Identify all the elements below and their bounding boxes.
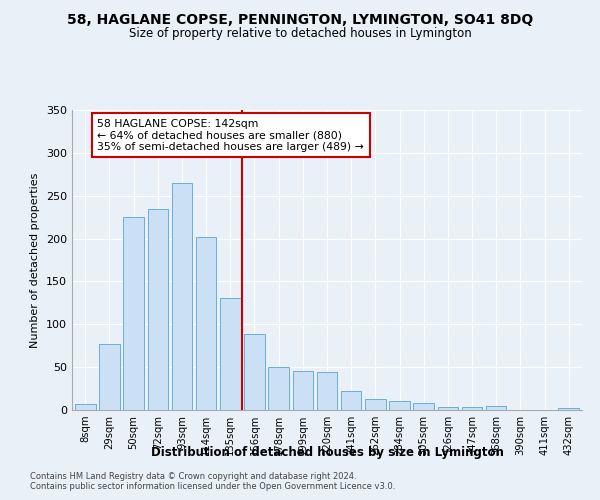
Text: Distribution of detached houses by size in Lymington: Distribution of detached houses by size …	[151, 446, 503, 459]
Text: 58 HAGLANE COPSE: 142sqm
← 64% of detached houses are smaller (880)
35% of semi-: 58 HAGLANE COPSE: 142sqm ← 64% of detach…	[97, 118, 364, 152]
Bar	[196, 237, 217, 410]
Bar	[172, 183, 192, 410]
Bar	[75, 404, 95, 410]
Bar	[437, 406, 458, 410]
Text: 58, HAGLANE COPSE, PENNINGTON, LYMINGTON, SO41 8DQ: 58, HAGLANE COPSE, PENNINGTON, LYMINGTON…	[67, 12, 533, 26]
Bar	[365, 399, 386, 410]
Bar	[268, 367, 289, 410]
Bar	[244, 334, 265, 410]
Bar	[462, 408, 482, 410]
Text: Contains HM Land Registry data © Crown copyright and database right 2024.: Contains HM Land Registry data © Crown c…	[30, 472, 356, 481]
Bar	[293, 370, 313, 410]
Bar	[99, 344, 120, 410]
Bar	[124, 217, 144, 410]
Bar	[317, 372, 337, 410]
Y-axis label: Number of detached properties: Number of detached properties	[31, 172, 40, 348]
Bar	[220, 298, 241, 410]
Text: Contains public sector information licensed under the Open Government Licence v3: Contains public sector information licen…	[30, 482, 395, 491]
Bar	[559, 408, 579, 410]
Bar	[341, 391, 361, 410]
Bar	[389, 402, 410, 410]
Bar	[148, 208, 168, 410]
Text: Size of property relative to detached houses in Lymington: Size of property relative to detached ho…	[128, 28, 472, 40]
Bar	[486, 406, 506, 410]
Bar	[413, 403, 434, 410]
